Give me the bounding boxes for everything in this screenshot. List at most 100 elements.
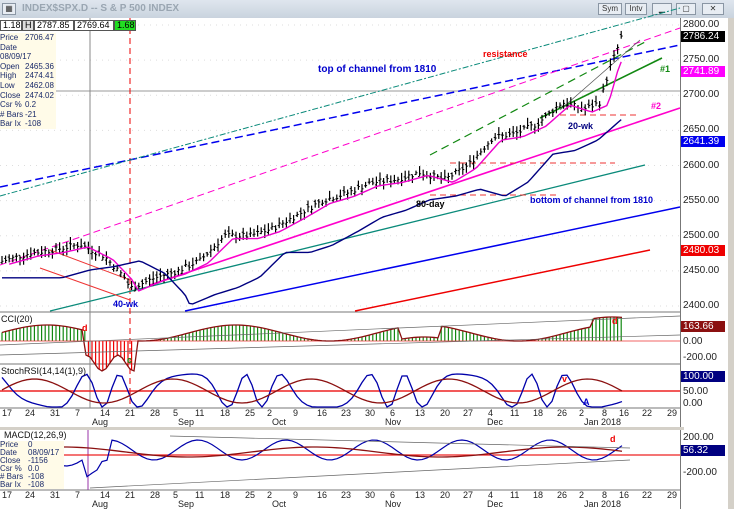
annotation-40wk: 40-wk [113,299,139,309]
price-axis [680,18,728,509]
info-row: High 2474.41 [0,71,56,81]
x-tick-label: 31 [50,490,61,500]
toolbar-high: 2787.85 [34,20,74,31]
axis-label: 2600.00 [683,159,720,171]
axis-label: 2500.00 [683,229,720,241]
axis-label: 0.00 [683,398,703,409]
x-tick-label: 17 [2,490,13,500]
axis-label: 50.00 [683,386,709,397]
x-tick-label: 25 [245,408,256,418]
info-label: Date [0,42,17,52]
info-row: Date08/09/17 [0,43,56,62]
info-value: 0 [28,440,33,449]
info-value: 08/09/17 [28,448,60,457]
info-value: -108 [28,472,45,481]
annotation-80day: 80-day [416,199,445,209]
x-tick-label: 18 [220,408,231,418]
macd-trendline [169,435,631,449]
x-month-label: Jan 2018 [584,499,622,509]
red-trendline [354,249,651,312]
info-label: Price [0,440,19,449]
value-tag: 2480.03 [681,244,725,256]
x-tick-label: 21 [125,408,136,418]
axis-label: 2550.00 [683,194,720,206]
close-button[interactable]: ✕ [702,3,724,15]
green-trendline-1 [539,57,663,119]
red-channel-line [39,267,131,301]
x-tick-label: 24 [25,408,36,418]
info-value: -21 [25,109,37,119]
info-value: 08/09/17 [0,52,32,62]
annotation-2: #2 [651,101,662,111]
x-tick-label: 7 [75,408,81,418]
x-tick-label: 25 [245,490,256,500]
x-tick-label: 5 [173,408,179,418]
x-month-label: Dec [487,417,504,427]
x-tick-label: 13 [415,490,426,500]
x-month-label: Aug [92,499,109,509]
info-label: Close [0,90,21,100]
toolbar-last: 2769.64 [74,20,114,31]
x-tick-label: 17 [2,408,13,418]
info-value: -1156 [28,456,48,465]
axis-label: 2450.00 [683,264,720,276]
macd-title: MACD(12,26,9) [4,430,67,440]
x-month-label: Nov [385,417,402,427]
intv-button[interactable]: Intv [625,3,647,15]
x-tick-label: 9 [293,408,299,418]
info-label: Bar Ix [0,119,21,129]
teal-trendline [49,164,646,312]
info-value: 2462.08 [25,80,54,90]
info-row: Close 2474.02 [0,91,56,101]
macd-info-box: Price 0 Date 08/09/17 Close -1156 Csr % 0.0 # Ba… [0,441,64,489]
x-tick-label: 21 [125,490,136,500]
annotation-top-channel: top of channel from 1810 [318,64,437,75]
x-tick-label: 4 [488,408,494,418]
x-tick-label: 28 [150,490,161,500]
x-month-label: Oct [272,417,287,427]
axis-label: 2700.00 [683,89,720,101]
toolbar-field-1: 1.18 [0,20,22,31]
x-tick-label: 23 [341,408,352,418]
info-value: 2706.47 [25,33,54,42]
info-label: High [0,71,17,81]
bottom-channel-line [184,206,681,312]
cci-marker-d2: d [612,316,618,326]
x-tick-label: 26 [557,408,568,418]
x-tick-label: 27 [463,408,474,418]
x-tick-label: 27 [463,490,474,500]
info-value: 0.0 [28,464,40,473]
info-label: # Bars [0,109,24,119]
annotation-bottom-channel: bottom of channel from 1810 [530,195,654,205]
x-tick-label: 2 [579,408,585,418]
minimize-button[interactable]: ▁ [652,3,672,15]
x-tick-label: 14 [100,490,111,500]
magenta-trendline-2 [149,107,681,286]
x-tick-label: 13 [415,408,426,418]
x-tick-label: 16 [619,408,630,418]
x-month-label: Sep [178,499,195,509]
value-tag: 100.00 [681,371,725,382]
x-tick-label: 11 [195,490,205,500]
axis-label: 2650.00 [683,124,720,136]
info-label: Csr % [0,464,22,473]
x-tick-label: 22 [642,408,653,418]
cci-trendline [0,315,681,346]
x-tick-label: 30 [365,490,376,500]
x-tick-label: 2 [267,408,273,418]
x-month-label: Sep [178,417,195,427]
x-tick-label: 26 [557,490,568,500]
x-tick-label: 28 [150,408,161,418]
x-tick-label: 20 [440,490,451,500]
title-bar: ▦ INDEX$SPX.D -- S & P 500 INDEX Sym Int… [0,0,734,18]
info-value: 2465.36 [25,61,54,71]
sym-button[interactable]: Sym [598,3,622,15]
macd-line [1,439,623,478]
x-tick-label: 30 [365,408,376,418]
info-value: 2474.41 [25,71,54,81]
window-title: INDEX$SPX.D -- S & P 500 INDEX [22,3,180,14]
x-tick-label: 31 [50,408,61,418]
x-tick-label: 9 [293,490,299,500]
chart-menu-icon[interactable]: ▦ [2,3,16,15]
annotation-resistance: resistance [483,49,528,59]
